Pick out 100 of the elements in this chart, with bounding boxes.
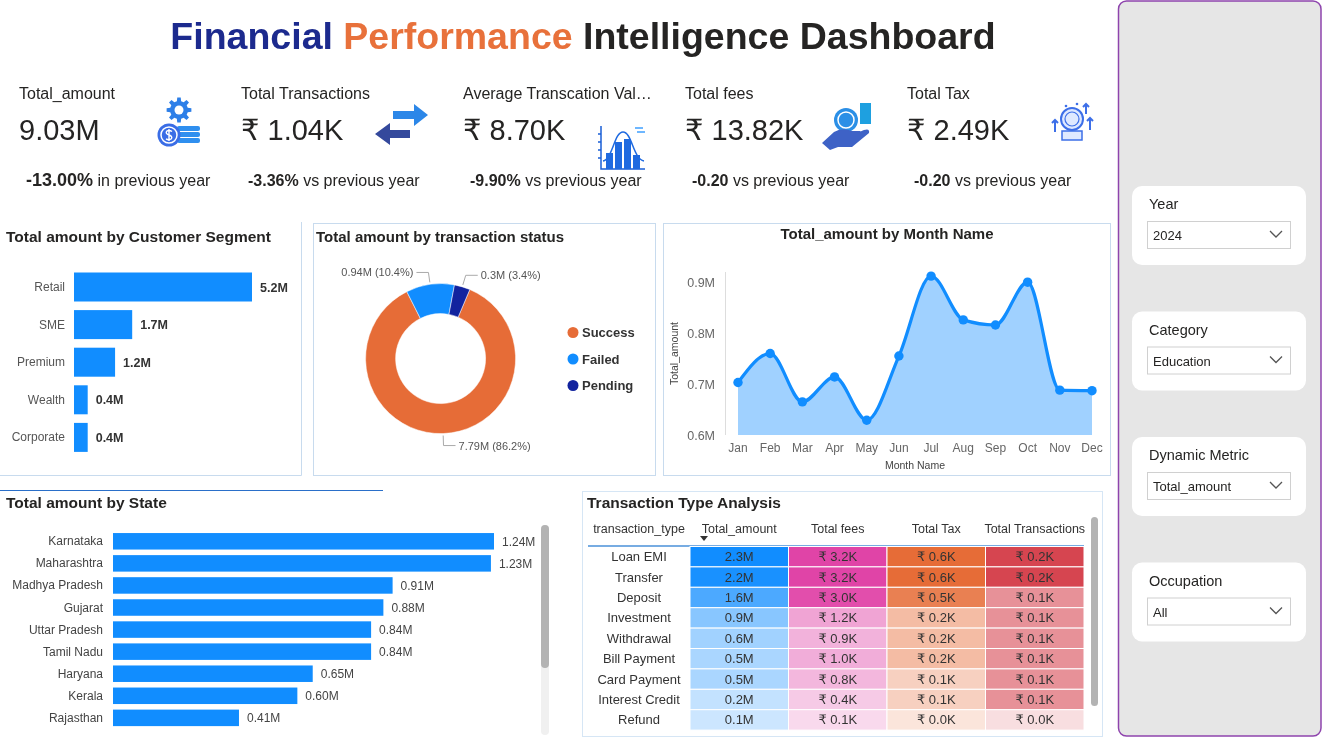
x-tick-label: Total fees xyxy=(810,522,865,536)
y-tick-label: SME xyxy=(38,317,65,332)
data-label: ₹ 0.1K xyxy=(1015,651,1055,667)
text: Total Tax xyxy=(907,85,970,102)
data-label: 2.3M xyxy=(724,549,754,565)
text: ₹ 13.82K xyxy=(685,114,805,146)
text: ₹ 8.70K xyxy=(463,114,566,146)
legend-label: Failed xyxy=(582,351,620,367)
data-label: 0.5M xyxy=(724,651,754,667)
text: Total_amount xyxy=(19,85,116,103)
text: All xyxy=(1153,604,1168,620)
data-label: ₹ 0.1K xyxy=(1015,610,1055,626)
bar xyxy=(74,422,88,452)
data-label: 0.94M (10.4%) xyxy=(341,266,414,279)
data-label: 0.1M xyxy=(724,712,754,728)
bar xyxy=(113,687,298,705)
y-tick-label: Withdrawal xyxy=(606,630,672,646)
y-tick-label: Card Payment xyxy=(597,671,681,687)
y-tick-label: 0.7M xyxy=(687,377,715,392)
y-tick-label: Interest Credit xyxy=(598,692,681,707)
data-label: ₹ 0.1K xyxy=(916,692,956,707)
data-label: 0.91M xyxy=(400,578,434,593)
bar xyxy=(113,533,494,550)
data-label: ₹ 0.1K xyxy=(1015,630,1055,646)
x-tick-label: Dec xyxy=(1081,441,1103,455)
data-label: 0.41M xyxy=(246,711,281,726)
point xyxy=(797,397,808,407)
data-label: 0.4M xyxy=(95,393,124,408)
point xyxy=(1055,385,1065,395)
y-tick-label: 0.8M xyxy=(687,326,715,341)
data-label: 0.6M xyxy=(724,630,754,646)
data-label: 0.84M xyxy=(379,623,413,638)
x-axis-title: Month Name xyxy=(884,459,946,471)
data-label: ₹ 0.1K xyxy=(818,712,858,728)
x-tick-label: Apr xyxy=(825,441,844,455)
data-label: 1.2M xyxy=(123,355,151,370)
data-label: ₹ 0.0K xyxy=(1015,712,1055,728)
point xyxy=(829,372,840,382)
bar xyxy=(113,709,239,727)
data-label: 5.2M xyxy=(260,280,288,295)
data-label: ₹ 0.1K xyxy=(1015,692,1055,707)
data-label: ₹ 1.2K xyxy=(818,610,858,626)
y-tick-label: Refund xyxy=(618,712,660,728)
data-label: ₹ 0.1K xyxy=(916,671,956,687)
chart-title: Transaction Type Analysis xyxy=(587,494,781,511)
y-tick-label: Karnataka xyxy=(48,534,104,549)
data-label: ₹ 0.0K xyxy=(916,712,956,728)
chart-title: Total amount by Customer Segment xyxy=(6,228,271,245)
data-label: 0.65M xyxy=(320,667,355,682)
x-tick-label: May xyxy=(855,441,879,455)
text: -0.20 vs previous year xyxy=(692,172,851,189)
data-label: ₹ 0.2K xyxy=(916,610,956,626)
y-tick-label: Corporate xyxy=(11,430,66,445)
data-label: 0.88M xyxy=(391,601,425,616)
x-tick-label: Jan xyxy=(728,441,748,455)
y-tick-label: Tamil Nadu xyxy=(42,644,103,659)
y-tick-label: Transfer xyxy=(615,569,664,585)
text: Total fees xyxy=(685,85,754,102)
text: Education xyxy=(1153,353,1211,369)
x-tick-label: Sep xyxy=(984,441,1007,455)
legend-label: Pending xyxy=(582,378,634,393)
y-tick-label: Bill Payment xyxy=(602,651,676,667)
data-label: 1.24M xyxy=(502,534,536,549)
data-label: 1.23M xyxy=(498,556,533,571)
y-tick-label: 0.9M xyxy=(687,275,715,290)
y-tick-label: Premium xyxy=(16,355,65,370)
data-label: 0.60M xyxy=(305,689,339,704)
point xyxy=(894,351,904,361)
text: -0.20 vs previous year xyxy=(914,172,1073,189)
data-label: ₹ 0.1K xyxy=(1015,590,1055,605)
text: Total_amount xyxy=(1153,479,1232,494)
chart-title: Total_amount by Month Name xyxy=(780,225,994,242)
x-tick-label: Total Transactions xyxy=(984,522,1086,536)
data-label: ₹ 0.2K xyxy=(1015,549,1055,565)
data-label: 0.84M xyxy=(379,645,413,660)
data-label: ₹ 0.1K xyxy=(1015,671,1055,687)
point xyxy=(926,271,936,281)
y-tick-label: Retail xyxy=(34,280,65,294)
text: Occupation xyxy=(1149,572,1223,589)
data-label: ₹ 0.9K xyxy=(818,630,858,646)
text: ₹ 2.49K xyxy=(907,114,1010,146)
y-tick-label: 0.6M xyxy=(687,428,715,443)
y-tick-label: Madhya Pradesh xyxy=(12,578,103,593)
text: Category xyxy=(1149,321,1209,338)
data-label: ₹ 0.5K xyxy=(916,590,956,605)
chart-title: Total amount by State xyxy=(6,494,168,511)
point xyxy=(765,348,775,359)
text: 2024 xyxy=(1153,228,1182,243)
x-tick-label: Aug xyxy=(952,441,974,455)
bar xyxy=(113,665,313,682)
text: -3.36% vs previous year xyxy=(248,172,421,189)
point xyxy=(990,320,1001,330)
text: Year xyxy=(1149,196,1179,212)
text: -9.90% vs previous year xyxy=(470,172,643,189)
point xyxy=(958,315,968,325)
data-label: 0.9M xyxy=(724,610,754,626)
data-label: ₹ 0.6K xyxy=(916,549,956,565)
bar xyxy=(113,599,384,616)
chart-title: Total amount by transaction status xyxy=(316,228,565,245)
y-tick-label: Rajasthan xyxy=(48,710,103,725)
